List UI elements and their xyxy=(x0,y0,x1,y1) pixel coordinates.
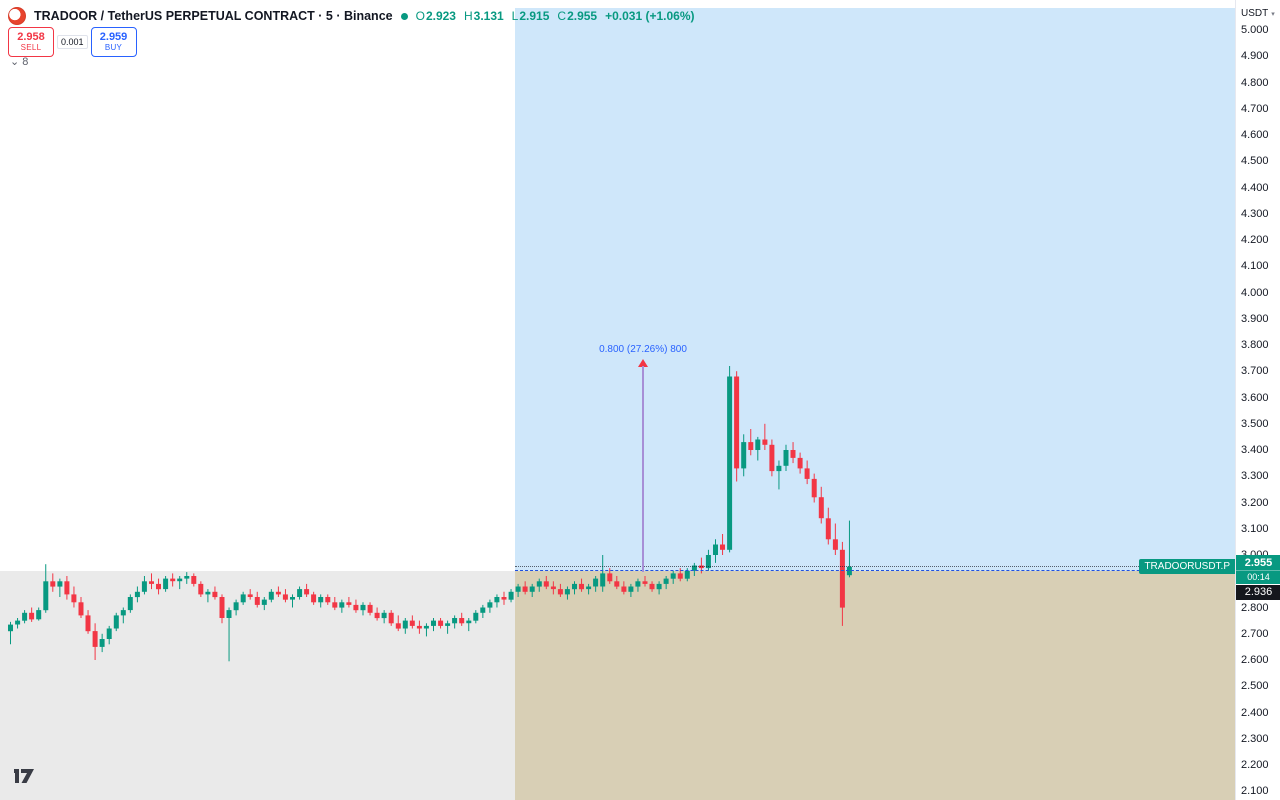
price-tick-label: 4.500 xyxy=(1241,155,1269,168)
last-price-badge: 2.955 00:14 xyxy=(1236,555,1280,584)
price-tick-label: 4.400 xyxy=(1241,181,1269,194)
sell-button[interactable]: 2.958 SELL xyxy=(8,27,54,57)
price-tick-label: 3.300 xyxy=(1241,470,1269,483)
symbol-title[interactable]: TRADOOR / TetherUS PERPETUAL CONTRACT · … xyxy=(34,9,393,23)
last-price-value: 2.955 xyxy=(1244,557,1273,569)
low-value: L 2.915 xyxy=(511,9,550,23)
price-range-measure-tool[interactable]: 0.800 (27.26%) 800 xyxy=(583,344,703,572)
current-price-line xyxy=(515,566,1235,567)
secondary-price-badge: 2.936 xyxy=(1236,585,1280,600)
price-tick-label: 4.300 xyxy=(1241,207,1269,220)
buy-label: BUY xyxy=(104,42,123,52)
price-tick-label: 2.500 xyxy=(1241,680,1269,693)
highlight-zone-upper xyxy=(515,8,1235,571)
candlestick-series xyxy=(8,366,852,662)
open-value: O 2.923 xyxy=(415,9,456,23)
drawings-collapse-toggle[interactable]: ⌄ 8 xyxy=(10,56,28,68)
currency-selector[interactable]: USDT ▾ xyxy=(1241,8,1275,19)
tradingview-logo[interactable] xyxy=(12,763,38,788)
chevron-down-icon: ⌄ xyxy=(10,56,20,68)
dimmed-session-zone xyxy=(0,571,515,800)
sell-label: SELL xyxy=(20,42,42,52)
symbol-header: TRADOOR / TetherUS PERPETUAL CONTRACT · … xyxy=(8,7,695,25)
price-tick-label: 2.100 xyxy=(1241,785,1269,798)
price-tick-label: 3.900 xyxy=(1241,312,1269,325)
measure-vertical-line xyxy=(642,366,644,572)
measure-label: 0.800 (27.26%) 800 xyxy=(599,344,687,355)
price-tick-label: 4.600 xyxy=(1241,129,1269,141)
price-tick-label: 2.700 xyxy=(1241,627,1269,640)
price-tick-label: 3.400 xyxy=(1241,444,1269,456)
price-tick-label: 4.800 xyxy=(1241,76,1269,89)
price-tick-label: 3.600 xyxy=(1241,391,1269,404)
price-tick-label: 4.000 xyxy=(1241,286,1269,299)
collapsed-count: 8 xyxy=(22,56,29,68)
spread-value: 0.001 xyxy=(57,35,88,49)
change-value: +0.031 (+1.06%) xyxy=(605,9,695,23)
market-status-dot xyxy=(400,12,408,20)
price-tick-label: 2.800 xyxy=(1241,601,1269,614)
price-tick-label: 3.700 xyxy=(1241,365,1269,378)
price-tick-label: 3.200 xyxy=(1241,496,1269,509)
price-tick-label: 2.300 xyxy=(1241,732,1269,745)
ohlc-values: O 2.923 H 3.131 L 2.915 C 2.955 +0.031 (+1.0… xyxy=(416,9,695,23)
price-tick-label: 3.800 xyxy=(1241,339,1269,351)
bar-countdown: 00:14 xyxy=(1236,570,1280,583)
currency-label: USDT xyxy=(1241,8,1269,19)
buy-button[interactable]: 2.959 BUY xyxy=(90,27,137,57)
price-tick-label: 2.600 xyxy=(1241,654,1269,666)
close-value: C 2.955 xyxy=(557,9,598,23)
arrow-up-icon xyxy=(638,359,648,367)
price-tick-label: 3.500 xyxy=(1241,417,1269,430)
price-axis[interactable]: USDT ▾ 5.000 4.900 4.800 4.700 4.600 4.500 4.4… xyxy=(1235,0,1280,800)
price-tick-label: 5.000 xyxy=(1241,24,1269,36)
symbol-logo-icon[interactable] xyxy=(8,7,26,25)
chart-area[interactable]: 0.800 (27.26%) 800 TRADOORUSDT.P TRADOOR… xyxy=(0,0,1235,800)
buy-price: 2.959 xyxy=(99,31,128,44)
caret-down-icon: ▾ xyxy=(1271,10,1275,18)
price-tick-label: 4.200 xyxy=(1241,234,1269,246)
price-tick-label: 2.400 xyxy=(1241,706,1269,719)
price-tick-label: 2.200 xyxy=(1241,759,1269,771)
symbol-price-tag: TRADOORUSDT.P xyxy=(1139,559,1235,574)
price-tick-label: 4.100 xyxy=(1241,260,1269,273)
buy-sell-panel: 2.958 SELL 0.001 2.959 BUY xyxy=(8,27,137,57)
high-value: H 3.131 xyxy=(463,9,504,23)
price-tick-label: 3.100 xyxy=(1241,522,1269,535)
price-tick-label: 4.700 xyxy=(1241,102,1269,115)
sell-price: 2.958 xyxy=(17,31,45,44)
price-tick-label: 4.900 xyxy=(1241,50,1269,63)
highlight-zone-lower xyxy=(515,571,1235,800)
level-dashed-line xyxy=(515,570,1235,571)
